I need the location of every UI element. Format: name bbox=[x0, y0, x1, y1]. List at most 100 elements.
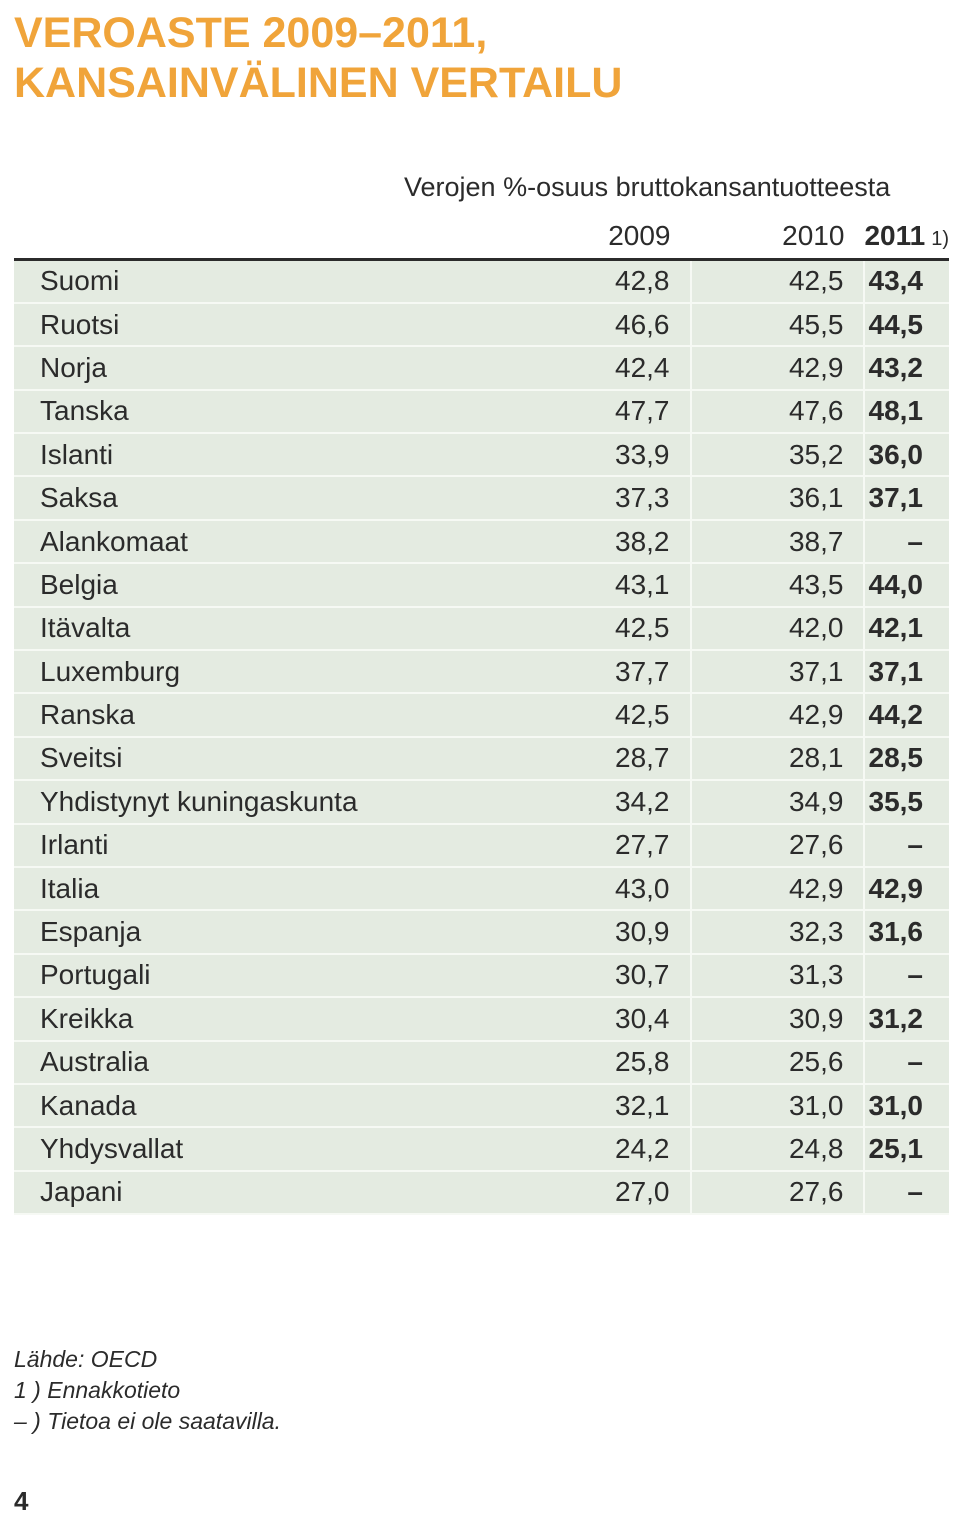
cell-country: Espanja bbox=[14, 910, 521, 955]
table-body: Suomi 42,8 42,5 43,4 Ruotsi 46,6 45,5 44,5 Norja… bbox=[14, 259, 949, 1216]
cell-2010: 31,0 bbox=[690, 1083, 866, 1129]
table-row: Islanti 33,9 35,2 36,0 bbox=[14, 433, 949, 478]
cell-2010: 27,6 bbox=[690, 1170, 866, 1216]
table-header: 2009 2010 2011 1) bbox=[14, 214, 949, 261]
cell-2011: – bbox=[864, 1170, 949, 1216]
cell-2011: 44,0 bbox=[864, 563, 949, 608]
cell-country: Japani bbox=[14, 1170, 521, 1216]
cell-2010: 37,1 bbox=[690, 650, 866, 695]
cell-2011: 37,1 bbox=[864, 476, 949, 521]
page-title: VEROASTE 2009–2011, KANSAINVÄLINEN VERTA… bbox=[14, 8, 622, 108]
table-row: Belgia 43,1 43,5 44,0 bbox=[14, 563, 949, 608]
cell-country: Yhdysvallat bbox=[14, 1127, 521, 1172]
table-row: Italia 43,0 42,9 42,9 bbox=[14, 866, 949, 912]
table-row: Tanska 47,7 47,6 48,1 bbox=[14, 389, 949, 435]
cell-country: Norja bbox=[14, 346, 521, 391]
cell-2009: 28,7 bbox=[520, 736, 692, 782]
cell-2009: 43,1 bbox=[520, 563, 692, 608]
cell-2009: 27,0 bbox=[520, 1170, 692, 1216]
table-row: Irlanti 27,7 27,6– bbox=[14, 823, 949, 868]
table-row: Suomi 42,8 42,5 43,4 bbox=[14, 259, 949, 304]
table-row: Kreikka 30,4 30,9 31,2 bbox=[14, 997, 949, 1042]
cell-country: Alankomaat bbox=[14, 519, 521, 565]
cell-2010: 31,3 bbox=[690, 953, 866, 999]
cell-2009: 37,7 bbox=[520, 650, 692, 695]
cell-2009: 27,7 bbox=[520, 823, 692, 868]
cell-2010: 43,5 bbox=[690, 563, 866, 608]
cell-country: Yhdistynyt kuningaskunta bbox=[14, 780, 521, 825]
cell-2009: 34,2 bbox=[520, 780, 692, 825]
table-row: Alankomaat 38,2 38,7– bbox=[14, 519, 949, 565]
table-row: Saksa 37,3 36,1 37,1 bbox=[14, 476, 949, 521]
table-subtitle: Verojen %-osuus bruttokansantuotteesta bbox=[404, 172, 891, 202]
cell-2010: 45,5 bbox=[690, 302, 866, 348]
cell-country: Sveitsi bbox=[14, 736, 521, 782]
header-2009: 2009 bbox=[520, 214, 691, 261]
cell-2009: 30,7 bbox=[520, 953, 692, 999]
cell-2011: – bbox=[864, 519, 949, 565]
cell-2011: 37,1 bbox=[864, 650, 949, 695]
cell-2010: 27,6 bbox=[690, 823, 866, 868]
cell-country: Kanada bbox=[14, 1083, 521, 1129]
cell-2009: 25,8 bbox=[520, 1040, 692, 1085]
cell-country: Belgia bbox=[14, 563, 521, 608]
table-row: Luxemburg 37,7 37,1 37,1 bbox=[14, 650, 949, 695]
cell-2010: 42,5 bbox=[690, 259, 866, 304]
cell-2011: 48,1 bbox=[864, 389, 949, 435]
cell-2010: 36,1 bbox=[690, 476, 866, 521]
cell-2011: – bbox=[864, 823, 949, 868]
cell-2010: 35,2 bbox=[690, 433, 866, 478]
cell-2011: 44,2 bbox=[864, 693, 949, 738]
cell-2010: 25,6 bbox=[690, 1040, 866, 1085]
cell-2009: 33,9 bbox=[520, 433, 692, 478]
cell-2010: 30,9 bbox=[690, 997, 866, 1042]
cell-2009: 42,4 bbox=[520, 346, 692, 391]
footnotes: Lähde: OECD 1 ) Ennakkotieto – ) Tietoa … bbox=[14, 1344, 281, 1437]
cell-2010: 42,9 bbox=[690, 693, 866, 738]
cell-country: Itävalta bbox=[14, 606, 521, 652]
table-row: Ranska 42,5 42,9 44,2 bbox=[14, 693, 949, 738]
cell-2009: 42,5 bbox=[520, 693, 692, 738]
cell-2010: 47,6 bbox=[690, 389, 866, 435]
cell-2010: 28,1 bbox=[690, 736, 866, 782]
cell-2009: 42,8 bbox=[520, 259, 692, 304]
header-country bbox=[14, 214, 521, 261]
cell-2010: 34,9 bbox=[690, 780, 866, 825]
cell-country: Luxemburg bbox=[14, 650, 521, 695]
cell-country: Irlanti bbox=[14, 823, 521, 868]
cell-2009: 30,9 bbox=[520, 910, 692, 955]
table-row: Sveitsi 28,7 28,1 28,5 bbox=[14, 736, 949, 782]
cell-2011: 25,1 bbox=[864, 1127, 949, 1172]
header-row: 2009 2010 2011 1) bbox=[14, 214, 949, 261]
table-row: Yhdysvallat 24,2 24,8 25,1 bbox=[14, 1127, 949, 1172]
cell-2011: 31,6 bbox=[864, 910, 949, 955]
cell-country: Tanska bbox=[14, 389, 521, 435]
cell-2009: 46,6 bbox=[520, 302, 692, 348]
table-row: Portugali 30,7 31,3– bbox=[14, 953, 949, 999]
footnote-preliminary: 1 ) Ennakkotieto bbox=[14, 1377, 181, 1403]
table-row: Itävalta 42,5 42,0 42,1 bbox=[14, 606, 949, 652]
table-row: Espanja 30,9 32,3 31,6 bbox=[14, 910, 949, 955]
cell-2011: 31,0 bbox=[864, 1083, 949, 1129]
cell-2010: 42,9 bbox=[690, 346, 866, 391]
title-line-2: KANSAINVÄLINEN VERTAILU bbox=[14, 59, 623, 107]
cell-2010: 38,7 bbox=[690, 519, 866, 565]
cell-2010: 42,9 bbox=[690, 866, 866, 912]
cell-2011: 43,4 bbox=[864, 259, 949, 304]
table-row: Kanada 32,1 31,0 31,0 bbox=[14, 1083, 949, 1129]
cell-2011: – bbox=[864, 953, 949, 999]
cell-2010: 42,0 bbox=[690, 606, 866, 652]
cell-country: Ranska bbox=[14, 693, 521, 738]
tax-rate-table: 2009 2010 2011 1) Suomi 42,8 42,5 43,4 Ruotsi… bbox=[14, 214, 949, 1216]
cell-country: Australia bbox=[14, 1040, 521, 1085]
cell-2009: 42,5 bbox=[520, 606, 692, 652]
page-number: 4 bbox=[14, 1486, 29, 1516]
cell-2011: 44,5 bbox=[864, 302, 949, 348]
cell-2009: 32,1 bbox=[520, 1083, 692, 1129]
cell-2010: 32,3 bbox=[690, 910, 866, 955]
cell-country: Kreikka bbox=[14, 997, 521, 1042]
cell-2011: 35,5 bbox=[864, 780, 949, 825]
header-2011-note: 1) bbox=[931, 228, 949, 250]
table-row: Norja 42,4 42,9 43,2 bbox=[14, 346, 949, 391]
cell-2011: – bbox=[864, 1040, 949, 1085]
